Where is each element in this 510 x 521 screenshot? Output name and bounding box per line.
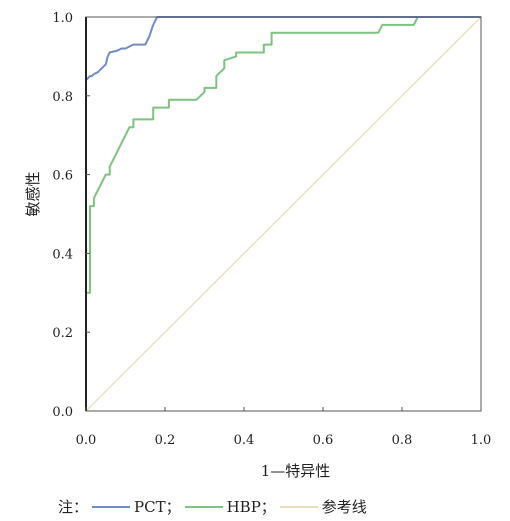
legend-prefix: 注：	[58, 498, 89, 516]
tick-layer: 0.0 0.2 0.4 0.6 0.8 1.0 0.0 0.2 0.4 0.6 0.8 1.0	[52, 11, 491, 448]
series-line-hbp	[85, 16, 481, 411]
x-tick-label: 0.8	[392, 433, 413, 448]
y-tick-label: 0.2	[52, 326, 73, 341]
series-line-pct	[85, 16, 481, 411]
legend-swatch-pct	[92, 505, 131, 508]
series-layer	[85, 16, 482, 412]
x-axis-label: 1—特异性	[261, 462, 331, 480]
y-tick-label: 0.4	[52, 247, 73, 262]
legend-label-hbp: HBP；	[226, 498, 276, 516]
legend-label-reference: 参考线	[321, 498, 367, 516]
legend: 注： PCT； HBP； 参考线	[58, 496, 367, 517]
x-tick-label: 0.4	[234, 433, 255, 448]
y-tick-label: 0.0	[52, 405, 73, 420]
roc-chart: 0.0 0.2 0.4 0.6 0.8 1.0 0.0 0.2 0.4 0.6 0.8 1.0 1—特…	[24, 11, 491, 480]
x-tick-label: 0.2	[155, 433, 176, 448]
x-tick-label: 0.6	[313, 433, 334, 448]
legend-swatch-hbp	[184, 505, 223, 508]
x-tick-label: 0.0	[76, 433, 97, 448]
series-line-reference	[85, 16, 482, 412]
x-tick-label: 1.0	[471, 433, 492, 448]
y-axis-label: 敏感性	[24, 171, 42, 216]
legend-label-pct: PCT；	[134, 498, 181, 516]
y-tick-label: 0.6	[52, 169, 73, 184]
y-tick-label: 1.0	[52, 11, 73, 26]
legend-swatch-reference	[279, 505, 318, 508]
y-tick-label: 0.8	[52, 90, 73, 105]
